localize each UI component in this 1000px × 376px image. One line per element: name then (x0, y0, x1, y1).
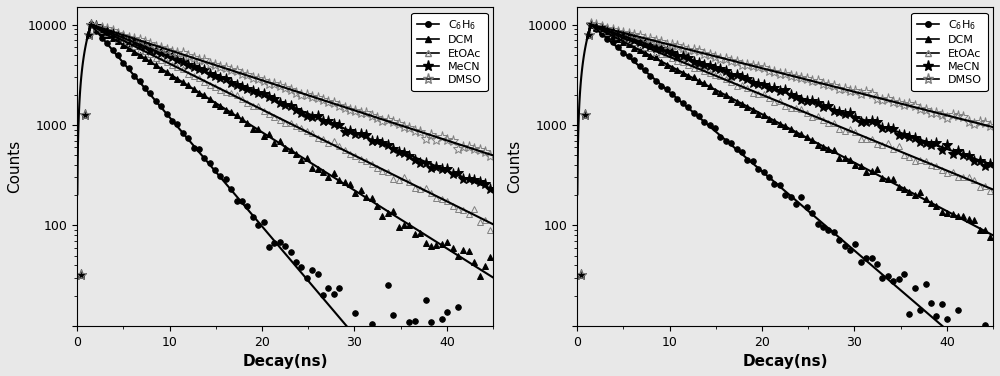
Y-axis label: Counts: Counts (507, 140, 522, 193)
Legend: C$_6$H$_6$, DCM, EtOAc, MeCN, DMSO: C$_6$H$_6$, DCM, EtOAc, MeCN, DMSO (911, 12, 988, 91)
Y-axis label: Counts: Counts (7, 140, 22, 193)
X-axis label: Decay(ns): Decay(ns) (242, 354, 328, 369)
Legend: C$_6$H$_6$, DCM, EtOAc, MeCN, DMSO: C$_6$H$_6$, DCM, EtOAc, MeCN, DMSO (411, 12, 488, 91)
X-axis label: Decay(ns): Decay(ns) (742, 354, 828, 369)
